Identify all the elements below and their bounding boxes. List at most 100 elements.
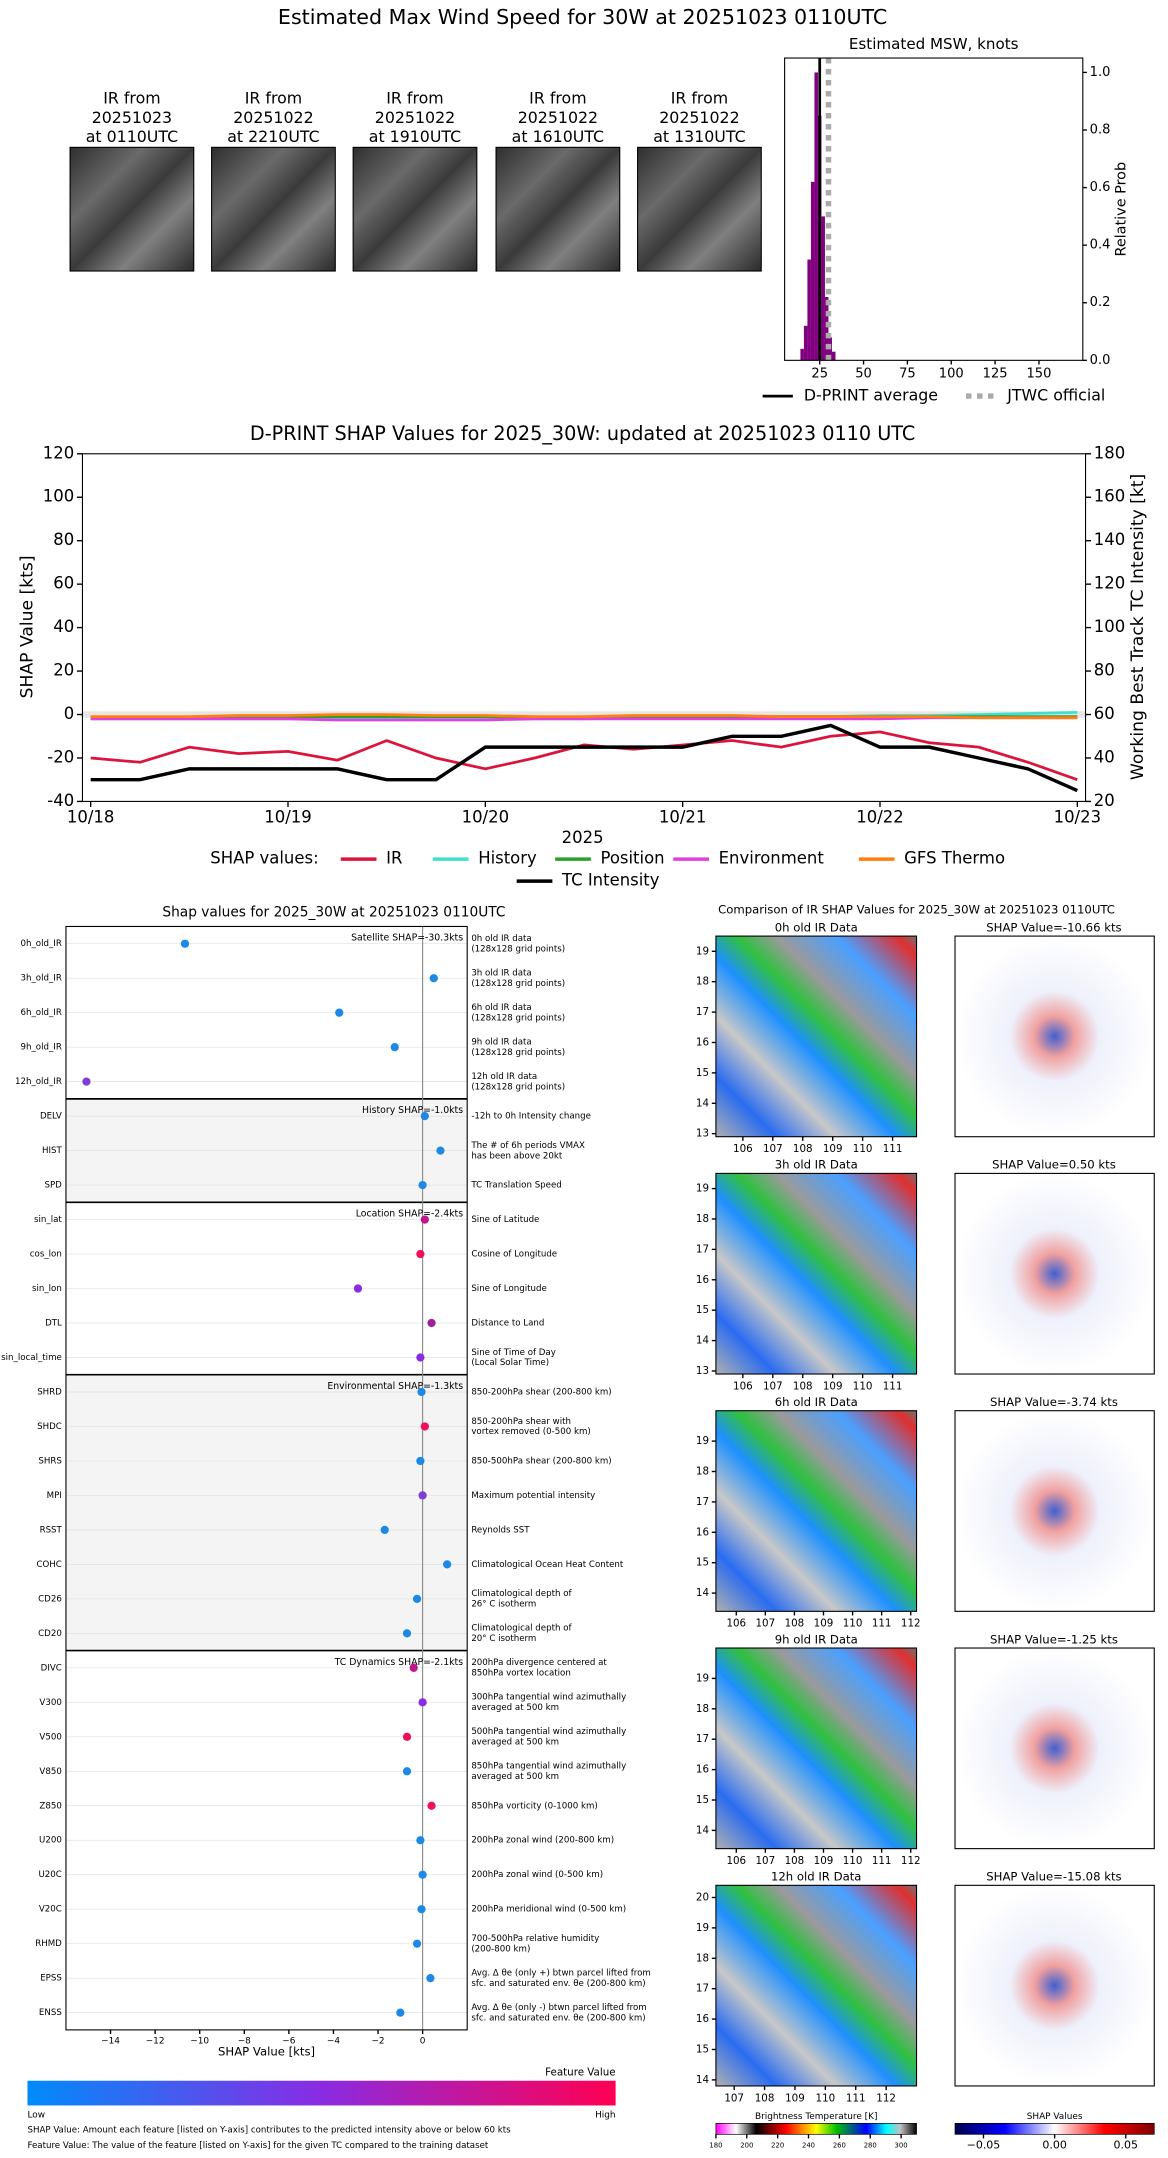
shap-dot	[417, 1905, 426, 1914]
lon-tick-label: 110	[816, 2092, 836, 2104]
feature-description: Sine of Longitude	[471, 1284, 546, 1294]
legend-label: History	[478, 849, 537, 868]
shap-dot	[429, 974, 438, 983]
colorbar-tick-label: 300	[895, 2141, 908, 2149]
feature-description: -12h to 0h Intensity change	[471, 1112, 591, 1122]
y-tick-label: 0.2	[1090, 295, 1111, 310]
x-axis-label: SHAP Value [kts]	[218, 2044, 315, 2058]
lat-tick-label: 16	[696, 1274, 709, 1286]
feature-description: 6h old IR data	[471, 1003, 531, 1013]
group-label: Environmental SHAP=-1.3kts	[327, 1381, 463, 1392]
ir-thumbnail	[211, 146, 336, 272]
shap-dot	[416, 1836, 425, 1845]
lat-tick-label: 17	[696, 1733, 709, 1745]
lat-tick-label: 16	[696, 2013, 709, 2025]
y2-tick-label: 120	[1094, 574, 1125, 593]
y-tick-label: 100	[43, 487, 74, 506]
y2-axis-label: Working Best Track TC Intensity [kt]	[1128, 474, 1148, 780]
feature-description: 500hPa tangential wind azimuthally	[471, 1727, 626, 1737]
lon-tick-label: 109	[785, 2092, 805, 2104]
y2-tick-label: 180	[1094, 443, 1125, 462]
x-axis-label: 2025	[562, 828, 604, 847]
shap-panel-title: SHAP Value=-1.25 kts	[990, 1632, 1118, 1646]
feature-description: 850hPa tangential wind azimuthally	[471, 1762, 626, 1772]
lat-tick-label: 19	[696, 945, 709, 957]
y-tick-label: 80	[53, 530, 74, 549]
feature-name: 6h_old_IR	[20, 1008, 61, 1018]
feature-description: 0h old IR data	[471, 934, 531, 944]
feature-description: 850-200hPa shear with	[471, 1417, 571, 1427]
shap-dot	[353, 1284, 363, 1293]
lon-tick-label: 108	[785, 1855, 805, 1867]
footnote: SHAP Value: Amount each feature [listed …	[27, 2126, 511, 2136]
lat-tick-label: 14	[696, 1824, 709, 1836]
shap-dot	[418, 1491, 427, 1500]
feature-name: 12h_old_IR	[15, 1077, 62, 1087]
shap-dot	[436, 1146, 445, 1155]
thumbnail-label: 20251022	[375, 108, 455, 127]
y-axis-label: Relative Prob	[1113, 162, 1129, 257]
lat-tick-label: 20	[696, 1891, 709, 1903]
x-tick-label: 10/19	[264, 807, 311, 826]
ir-thumbnail	[637, 146, 762, 272]
feature-description: 300hPa tangential wind azimuthally	[471, 1693, 626, 1703]
shap-dot	[396, 2008, 405, 2017]
shap-dot	[418, 1180, 427, 1190]
thumbnail-label: at 2210UTC	[227, 127, 319, 146]
feature-name: SHRD	[37, 1387, 62, 1397]
lat-tick-label: 16	[696, 1764, 709, 1776]
ir-image	[715, 1410, 918, 1612]
shap-dot	[420, 1422, 429, 1431]
feature-name: U200	[39, 1836, 62, 1846]
lon-tick-label: 109	[814, 1618, 834, 1630]
ir-thumbnail	[69, 146, 195, 272]
shap-dot	[412, 1594, 422, 1603]
lon-tick-label: 109	[814, 1855, 834, 1867]
group-label: Satellite SHAP=-30.3kts	[351, 933, 463, 944]
feature-name: DIVC	[41, 1663, 62, 1673]
ir-panel-title: 0h old IR Data	[775, 920, 858, 934]
shap-dot	[420, 1215, 429, 1224]
shap-panel-title: SHAP Value=-3.74 kts	[990, 1395, 1118, 1409]
thumbnail-label: at 0110UTC	[86, 127, 178, 146]
zero-band	[82, 711, 1086, 718]
feature-description: 200hPa meridional wind (0-500 km)	[471, 1905, 626, 1915]
lat-tick-label: 17	[696, 1243, 709, 1255]
feature-name: CD26	[38, 1594, 62, 1604]
feature-name: SPD	[44, 1181, 62, 1191]
y-tick-label: 0.8	[1090, 123, 1111, 138]
histogram-bar	[824, 296, 829, 361]
feature-name: DELV	[40, 1112, 62, 1122]
lon-tick-label: 108	[793, 1143, 813, 1155]
feature-name: sin_lon	[32, 1284, 62, 1294]
colorbar-tick-label: 260	[833, 2141, 846, 2149]
colorbar-tick-label: 0.00	[1042, 2138, 1066, 2151]
histogram-bar	[800, 348, 804, 361]
feature-description: Sine of Time of Day	[471, 1348, 556, 1358]
lat-tick-label: 18	[696, 1213, 709, 1225]
feature-name: HIST	[42, 1146, 63, 1156]
x-tick-label: 75	[899, 367, 916, 382]
shap-dot	[427, 1801, 436, 1810]
lon-tick-label: 108	[755, 2092, 775, 2104]
lat-tick-label: 17	[696, 1496, 709, 1508]
x-tick-label: 100	[939, 367, 964, 382]
colorbar-tick-label: 240	[802, 2141, 815, 2149]
feature-description: 3h old IR data	[471, 969, 531, 979]
colorbar-title: Brightness Temperature [K]	[755, 2112, 878, 2122]
x-tick-label: 25	[811, 367, 828, 382]
lon-tick-label: 108	[785, 1618, 805, 1630]
feature-description: (128x128 grid points)	[471, 1013, 565, 1023]
x-tick-label: 10/23	[1054, 807, 1101, 826]
legend-label: JTWC official	[1006, 386, 1105, 405]
shap-image	[954, 935, 1155, 1138]
lon-tick-label: 110	[853, 1143, 873, 1155]
shap-dot	[416, 1249, 425, 1259]
ir-image	[715, 1172, 918, 1375]
feature-description: Distance to Land	[471, 1319, 544, 1329]
feature-description: 200hPa zonal wind (0-500 km)	[471, 1870, 603, 1880]
shap-dot	[418, 1870, 427, 1879]
shap-dot	[180, 939, 190, 948]
series-line	[90, 723, 1079, 793]
y-tick-label: 0.4	[1090, 238, 1111, 253]
